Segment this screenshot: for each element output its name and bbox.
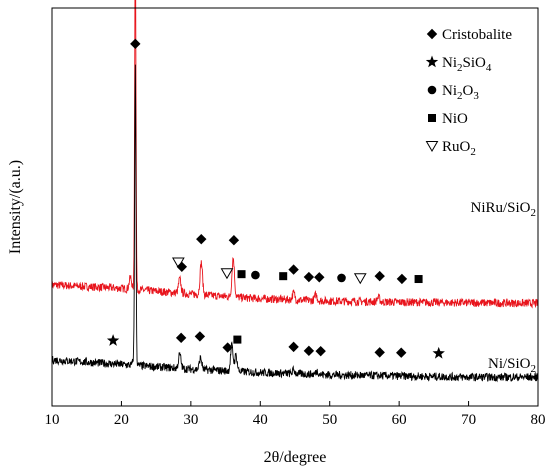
series-1-marker-diamond: [303, 345, 315, 357]
x-tick-label-60: 60: [392, 412, 407, 428]
series-1-marker-diamond: [288, 341, 299, 353]
series-1-marker-diamond: [374, 347, 385, 358]
x-tick-label-80: 80: [531, 412, 546, 428]
series-labels: NiRu/SiO2 Ni/SiO2: [470, 200, 536, 375]
x-tick-label-30: 30: [183, 412, 198, 428]
series-1-marker-diamond: [396, 347, 407, 358]
legend-marker-triangle-down: [425, 141, 439, 152]
y-axis-label: Intensity/(a.u.): [7, 160, 24, 254]
series-0-marker-diamond: [228, 235, 240, 246]
series-0-marker-diamond: [176, 261, 188, 272]
series-0-marker-circle: [251, 270, 260, 280]
legend-marker-circle: [427, 85, 437, 95]
legend-label-0: Cristobalite: [442, 27, 512, 43]
series-0-marker-circle: [337, 273, 346, 283]
series-1-marker-diamond: [130, 38, 141, 50]
series-1-marker-diamond: [175, 332, 187, 344]
series-0-marker-triangle-down: [353, 273, 367, 285]
legend-label-4: RuO2: [442, 139, 476, 158]
x-tick-label-40: 40: [253, 412, 268, 428]
x-tick-label-20: 20: [114, 412, 129, 428]
legend-marker-diamond: [426, 28, 438, 40]
series-0-marker-diamond: [374, 270, 385, 282]
x-axis-label: 2θ/degree: [264, 449, 327, 466]
legend-label-1: Ni2SiO4: [442, 55, 492, 74]
series-0-marker-square: [237, 270, 246, 279]
series-0-marker-diamond: [288, 264, 299, 275]
x-tick-label-50: 50: [322, 412, 337, 428]
series-0-marker-square: [414, 275, 423, 284]
series-line-1: [51, 64, 539, 383]
series-1-marker-star: [106, 334, 120, 346]
series-1-marker-star: [432, 346, 445, 359]
legend: Cristobalite Ni2SiO4 Ni2O3 NiO RuO2: [425, 27, 512, 158]
plot-frame: [51, 7, 539, 407]
series-0-marker-triangle-down: [220, 268, 234, 280]
series-label-0: NiRu/SiO2: [470, 200, 536, 219]
legend-marker-square: [428, 114, 436, 122]
series-label-1: Ni/SiO2: [488, 356, 536, 375]
x-tick-label-10: 10: [45, 412, 60, 428]
legend-label-3: NiO: [442, 111, 468, 127]
legend-label-2: Ni2O3: [442, 83, 479, 102]
legend-marker-star: [425, 55, 439, 68]
series-0-marker-diamond: [303, 271, 315, 283]
x-tick-label-70: 70: [461, 412, 476, 428]
series-0-marker-diamond: [314, 272, 325, 283]
series-1-marker-diamond: [222, 342, 233, 353]
series-1-marker-diamond: [194, 331, 206, 342]
series-line-0: [51, 0, 539, 309]
marker-layer: [106, 38, 445, 359]
series-layer: [51, 0, 539, 383]
x-axis: 10 20 30 40 50 60 70 80: [45, 401, 546, 428]
series-0-marker-diamond: [396, 273, 408, 285]
series-0-marker-square: [279, 272, 288, 281]
series-1-marker-square: [233, 335, 242, 344]
series-0-marker-diamond: [196, 233, 207, 245]
series-1-marker-diamond: [315, 345, 326, 357]
